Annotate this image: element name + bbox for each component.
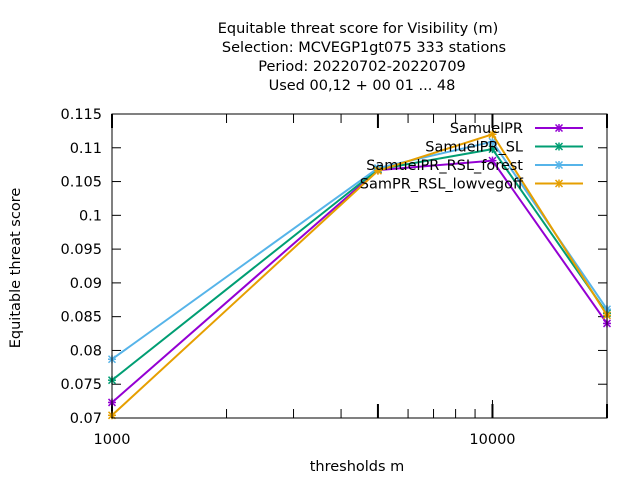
series-line xyxy=(111,159,608,404)
title-line-1: Equitable threat score for Visibility (m… xyxy=(218,21,498,37)
plot-frame xyxy=(111,113,608,419)
series-layer xyxy=(107,130,612,420)
series-4 xyxy=(107,130,612,420)
y-tick-label: 0.11 xyxy=(70,141,102,157)
y-tick-label: 0.075 xyxy=(60,377,102,393)
y-tick-label: 0.1 xyxy=(79,208,102,224)
chart-title: Equitable threat score for Visibility (m… xyxy=(218,21,506,94)
y-tick-label: 0.07 xyxy=(70,411,102,427)
series-1 xyxy=(107,156,612,407)
title-line-2: Selection: MCVEGP1gt075 333 stations xyxy=(222,40,506,56)
axis-ticks: 0.07 0.075 0.08 0.085 0.09 0.095 0.1 0.105 0.11 0… xyxy=(60,107,608,448)
y-tick-label: 0.105 xyxy=(60,175,102,191)
legend-label: SamPR_RSL_lowvegoff xyxy=(360,177,524,193)
y-tick-label: 0.095 xyxy=(60,242,102,258)
y-tick-label: 0.115 xyxy=(60,107,102,123)
series-line xyxy=(111,133,608,417)
y-axis-label: Equitable threat score xyxy=(8,188,24,349)
y-tick-label: 0.09 xyxy=(70,276,102,292)
title-line-3: Period: 20220702-20220709 xyxy=(258,59,466,75)
series-3 xyxy=(107,137,612,364)
series-line xyxy=(111,140,608,361)
legend-label: SamuelPR_RSL_forest xyxy=(366,158,523,174)
x-tick-label: 1000 xyxy=(94,432,131,448)
legend-label: SamuelPR xyxy=(450,121,523,137)
legend-label: SamuelPR_SL xyxy=(425,140,523,156)
title-line-4: Used 00,12 + 00 01 ... 48 xyxy=(269,78,456,94)
y-tick-label: 0.08 xyxy=(70,343,102,359)
y-tick-label: 0.085 xyxy=(60,310,102,326)
x-tick-label: 10000 xyxy=(469,432,515,448)
legend: SamuelPR SamuelPR_SL SamuelPR_RSL_forest Sa… xyxy=(360,121,583,193)
series-line xyxy=(111,148,608,381)
x-axis-label: thresholds m xyxy=(310,459,405,475)
